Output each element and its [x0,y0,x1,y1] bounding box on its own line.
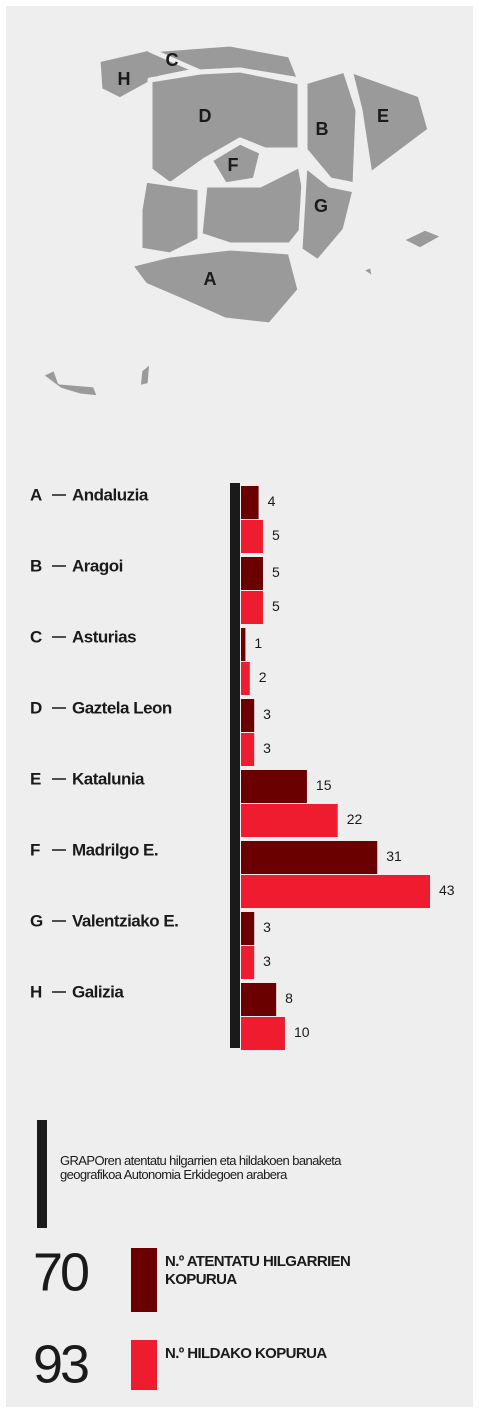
region-islet [357,262,378,283]
category-letter: D [30,698,42,717]
value-label: 4 [268,493,276,509]
bar [241,804,338,837]
note-bar [37,1120,47,1228]
region-g [297,162,358,265]
map-letters: A B C D E F G H [118,50,390,289]
region-b [302,67,361,188]
legend-items: 70 N.º ATENTATU HILGARRIEN KOPURUA 93 N.º HI… [33,1242,351,1394]
map-letter: C [166,50,179,70]
map-letter: G [314,196,328,216]
bar [241,486,259,519]
legend-swatch [131,1340,157,1390]
bar-chart: A Andaluzia 4 5 B Aragoi 5 5 C Asturias 1 2 D Gaztela… [30,483,455,1050]
map-letter: E [377,106,389,126]
region-canarias-east [135,357,155,391]
value-label: 22 [347,811,363,827]
category-label: Asturias [72,627,136,646]
bar [241,520,263,553]
bar [241,733,255,766]
value-label: 8 [285,990,293,1006]
value-label: 2 [259,669,267,685]
category-label: Galizia [72,982,124,1001]
legend-label: N.º HILDAKO KOPURUA [165,1345,327,1362]
region-e [347,67,433,178]
bar [241,983,277,1016]
legend-swatch [131,1248,157,1312]
bar [241,946,255,979]
bar [241,912,255,945]
category-letter: F [30,840,40,859]
bar [241,875,430,908]
total: 93 [33,1334,88,1394]
region-extremadura [137,177,203,258]
bar [241,628,246,661]
map-letter: B [316,119,329,139]
category-label: Andaluzia [72,485,149,504]
map-letter: H [118,69,131,89]
bar [241,770,307,803]
value-label: 31 [386,848,402,864]
value-label: 3 [263,919,271,935]
region-baleares [397,225,448,253]
bar [241,841,378,874]
region-a [127,245,303,328]
map [37,39,448,401]
value-label: 5 [272,598,280,614]
value-label: 10 [294,1024,310,1040]
value-label: 5 [272,564,280,580]
region-f [207,139,265,188]
axis-bar [230,483,240,1048]
category-letter: H [30,982,42,1001]
bar [241,557,263,590]
category-label: Madrilgo E. [72,840,158,859]
legend: GRAPOren atentatu hilgarrien eta hildako… [37,1120,343,1228]
bar [241,662,250,695]
bar [241,699,255,732]
category-letter: B [30,556,42,575]
value-label: 1 [254,635,262,651]
map-letter: A [204,269,217,289]
total: 70 [33,1242,88,1302]
note: GRAPOren atentatu hilgarrien eta hildako… [60,1153,342,1182]
category-label: Valentziako E. [72,911,178,930]
category-letter: G [30,911,43,930]
value-label: 3 [263,706,271,722]
bar [241,1017,285,1050]
value-label: 43 [439,882,455,898]
legend-label: N.º ATENTATU HILGARRIEN KOPURUA [165,1253,350,1288]
category-letter: E [30,769,41,788]
bar [241,591,263,624]
category-label: Aragoi [72,556,123,575]
category-label: Gaztela Leon [72,698,172,717]
value-label: 5 [272,527,280,543]
category-label: Katalunia [72,769,145,788]
map-letter: F [228,155,239,175]
map-letter: D [199,106,212,126]
region-canarias [37,365,103,401]
value-label: 3 [263,740,271,756]
value-label: 15 [316,777,332,793]
value-label: 3 [263,953,271,969]
category-letter: C [30,627,42,646]
category-letter: A [30,485,42,504]
